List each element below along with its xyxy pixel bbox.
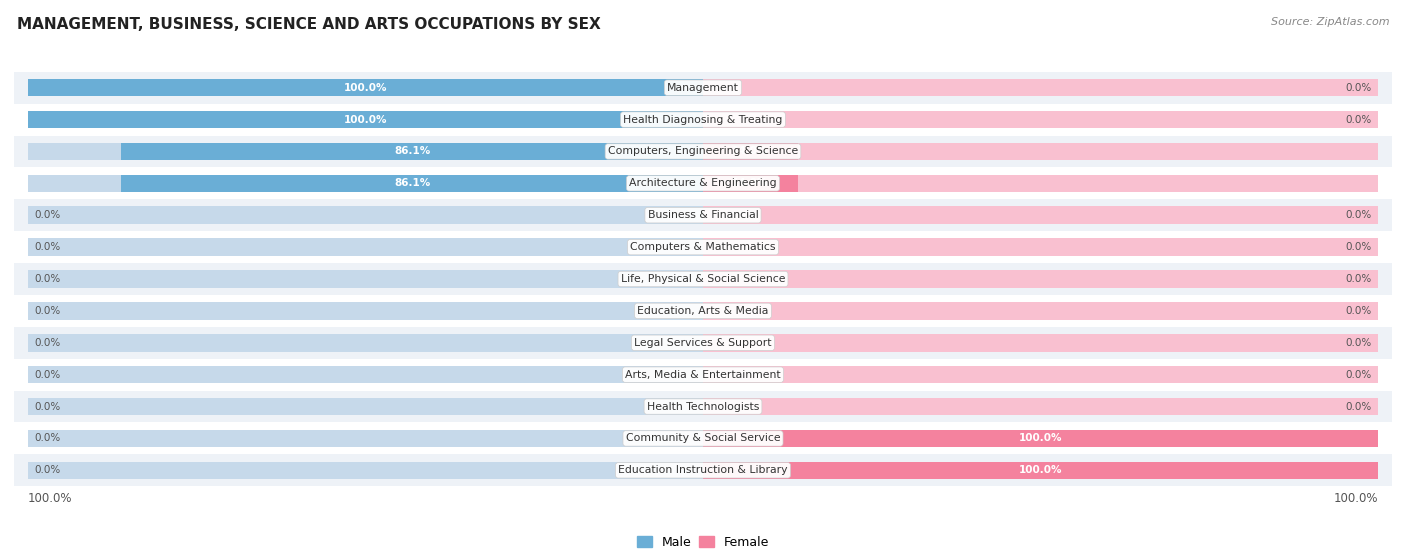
- Bar: [14, 136, 1392, 167]
- Bar: [28, 430, 703, 447]
- Text: Health Diagnosing & Treating: Health Diagnosing & Treating: [623, 114, 783, 124]
- Text: 86.1%: 86.1%: [394, 179, 430, 189]
- Text: Management: Management: [666, 83, 740, 93]
- Bar: [28, 366, 703, 383]
- Bar: [14, 72, 1392, 104]
- Bar: [28, 302, 703, 320]
- Text: Life, Physical & Social Science: Life, Physical & Social Science: [621, 274, 785, 284]
- Text: 0.0%: 0.0%: [1346, 83, 1372, 93]
- Text: 100.0%: 100.0%: [1334, 492, 1378, 505]
- Bar: [703, 430, 1378, 447]
- Text: 0.0%: 0.0%: [1346, 114, 1372, 124]
- Text: 100.0%: 100.0%: [343, 114, 387, 124]
- Text: 0.0%: 0.0%: [1346, 338, 1372, 348]
- Bar: [28, 334, 703, 352]
- Bar: [703, 270, 1378, 288]
- Bar: [14, 263, 1392, 295]
- Bar: [14, 295, 1392, 327]
- Text: 0.0%: 0.0%: [34, 306, 60, 316]
- Bar: [28, 175, 703, 192]
- Text: Legal Services & Support: Legal Services & Support: [634, 338, 772, 348]
- Bar: [703, 111, 1378, 128]
- Bar: [703, 461, 1378, 479]
- Bar: [703, 175, 797, 192]
- Text: Education, Arts & Media: Education, Arts & Media: [637, 306, 769, 316]
- Text: 0.0%: 0.0%: [34, 210, 60, 220]
- Text: Computers & Mathematics: Computers & Mathematics: [630, 242, 776, 252]
- Text: 14.0%: 14.0%: [733, 179, 769, 189]
- Bar: [703, 366, 1378, 383]
- Text: 0.0%: 0.0%: [1346, 210, 1372, 220]
- Bar: [703, 334, 1378, 352]
- Text: 100.0%: 100.0%: [343, 83, 387, 93]
- Bar: [14, 104, 1392, 136]
- Text: Health Technologists: Health Technologists: [647, 402, 759, 412]
- Text: 86.1%: 86.1%: [394, 146, 430, 156]
- Bar: [121, 175, 703, 192]
- Text: MANAGEMENT, BUSINESS, SCIENCE AND ARTS OCCUPATIONS BY SEX: MANAGEMENT, BUSINESS, SCIENCE AND ARTS O…: [17, 17, 600, 32]
- Bar: [28, 206, 703, 224]
- Bar: [121, 143, 703, 160]
- Bar: [28, 398, 703, 415]
- Text: 0.0%: 0.0%: [1346, 242, 1372, 252]
- Bar: [14, 359, 1392, 391]
- Bar: [703, 461, 1378, 479]
- Bar: [28, 79, 703, 97]
- Bar: [14, 199, 1392, 231]
- Text: 0.0%: 0.0%: [34, 434, 60, 444]
- Text: 0.0%: 0.0%: [1346, 369, 1372, 379]
- Text: 0.0%: 0.0%: [1346, 402, 1372, 412]
- Bar: [28, 111, 703, 128]
- Bar: [28, 143, 703, 160]
- Text: Education Instruction & Library: Education Instruction & Library: [619, 465, 787, 475]
- Text: 100.0%: 100.0%: [1019, 434, 1063, 444]
- Text: 0.0%: 0.0%: [1346, 306, 1372, 316]
- Text: 14.0%: 14.0%: [733, 146, 769, 156]
- Bar: [14, 327, 1392, 359]
- Bar: [703, 238, 1378, 256]
- Text: Business & Financial: Business & Financial: [648, 210, 758, 220]
- Bar: [14, 167, 1392, 199]
- Bar: [28, 111, 703, 128]
- Text: 100.0%: 100.0%: [1019, 465, 1063, 475]
- Text: Architecture & Engineering: Architecture & Engineering: [630, 179, 776, 189]
- Text: Arts, Media & Entertainment: Arts, Media & Entertainment: [626, 369, 780, 379]
- Bar: [703, 430, 1378, 447]
- Bar: [14, 454, 1392, 486]
- Text: 0.0%: 0.0%: [34, 369, 60, 379]
- Bar: [703, 79, 1378, 97]
- Bar: [703, 143, 797, 160]
- Bar: [14, 231, 1392, 263]
- Bar: [28, 79, 703, 97]
- Bar: [14, 422, 1392, 454]
- Text: 0.0%: 0.0%: [34, 465, 60, 475]
- Bar: [28, 461, 703, 479]
- Bar: [703, 175, 1378, 192]
- Text: 0.0%: 0.0%: [34, 338, 60, 348]
- Text: Source: ZipAtlas.com: Source: ZipAtlas.com: [1271, 17, 1389, 27]
- Bar: [28, 238, 703, 256]
- Legend: Male, Female: Male, Female: [631, 531, 775, 554]
- Bar: [703, 143, 1378, 160]
- Bar: [14, 391, 1392, 422]
- Text: Community & Social Service: Community & Social Service: [626, 434, 780, 444]
- Bar: [28, 270, 703, 288]
- Bar: [703, 206, 1378, 224]
- Bar: [703, 302, 1378, 320]
- Text: 0.0%: 0.0%: [34, 274, 60, 284]
- Text: 0.0%: 0.0%: [34, 402, 60, 412]
- Text: Computers, Engineering & Science: Computers, Engineering & Science: [607, 146, 799, 156]
- Text: 100.0%: 100.0%: [28, 492, 72, 505]
- Bar: [703, 398, 1378, 415]
- Text: 0.0%: 0.0%: [1346, 274, 1372, 284]
- Text: 0.0%: 0.0%: [34, 242, 60, 252]
